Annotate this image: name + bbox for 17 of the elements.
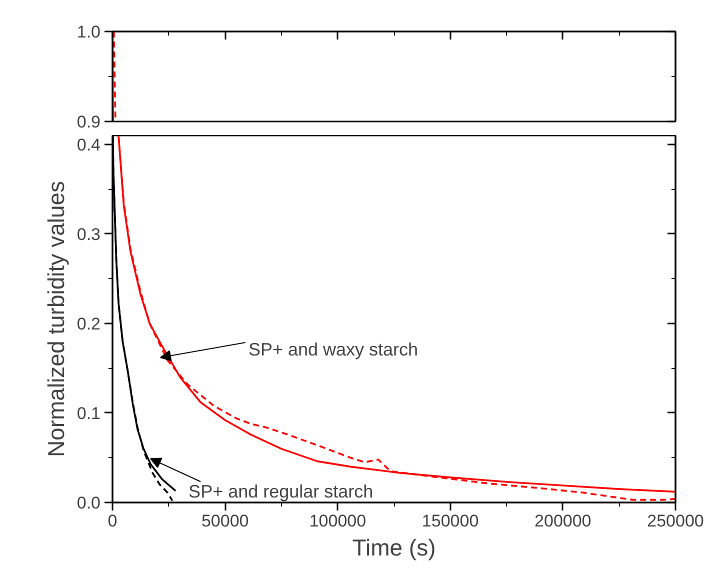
x-tick-label: 150000 — [422, 512, 479, 530]
y-tick-label: 0.0 — [76, 494, 101, 512]
annotation: SP+ and regular starch — [188, 482, 374, 502]
y-tick-label: 0.2 — [76, 314, 101, 334]
y-tick-label: 0.4 — [76, 135, 101, 154]
x-tick-label: 250000 — [647, 512, 704, 530]
x-tick-label: 100000 — [309, 512, 366, 530]
y-tick-label: 0.1 — [76, 404, 101, 423]
x-tick-label: 200000 — [534, 512, 592, 530]
x-tick-label: 50000 — [201, 512, 249, 530]
annotation: SP+ and waxy starch — [248, 339, 418, 360]
x-tick-label: 0 — [108, 512, 118, 530]
y-tick-label: 0.3 — [76, 224, 101, 244]
y-tick-label: 1.0 — [76, 22, 101, 42]
y-axis-title: Normalized turbidity values — [42, 180, 69, 458]
y-tick-label: 0.9 — [76, 112, 101, 132]
x-axis-title: Time (s) — [352, 534, 436, 560]
